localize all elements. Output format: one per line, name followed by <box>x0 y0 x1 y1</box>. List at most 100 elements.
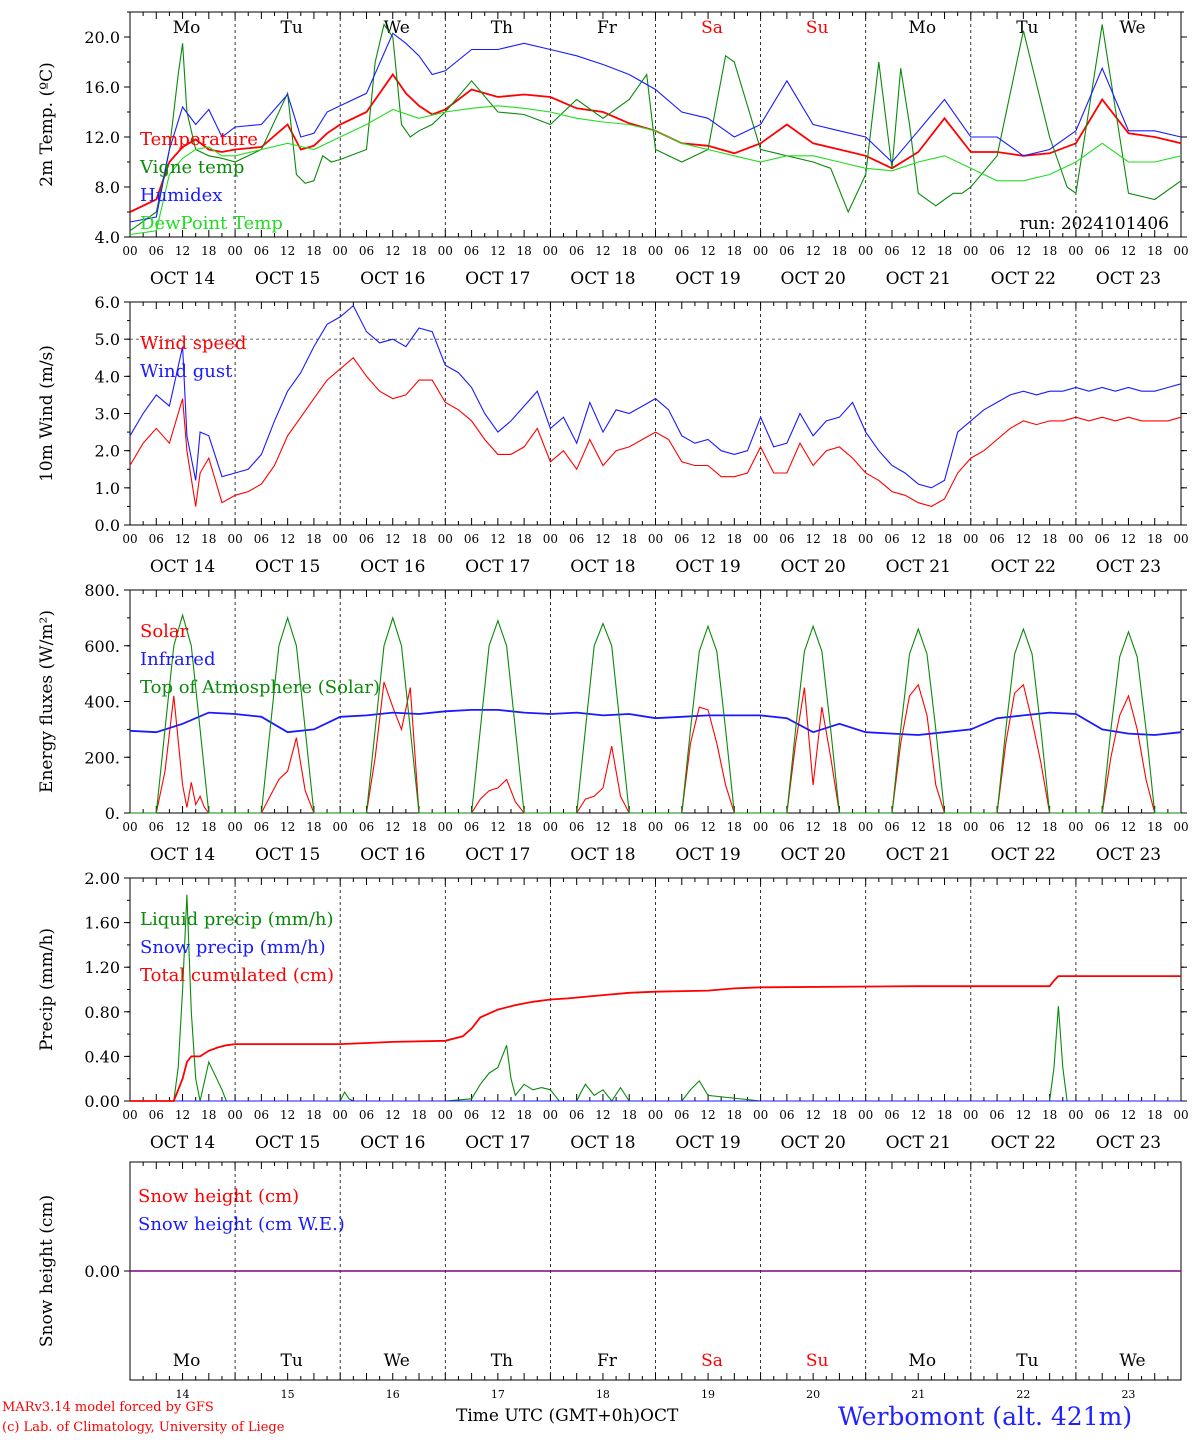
hour-tick-label: 18 <box>411 820 426 834</box>
y-tick-label: 5.0 <box>95 330 120 349</box>
hour-tick-label: 00 <box>227 532 242 546</box>
hour-tick-label: 00 <box>543 820 558 834</box>
series-line-wind-gust <box>129 304 1182 489</box>
y-tick-label: 2.00 <box>84 869 120 888</box>
y-tick-label: 0.00 <box>84 1092 120 1111</box>
date-label: OCT 20 <box>780 269 845 289</box>
hour-tick-label: 06 <box>569 820 584 834</box>
date-label: OCT 22 <box>991 1133 1056 1153</box>
date-label: OCT 17 <box>465 845 530 865</box>
legend-entry: DewPoint Temp <box>140 213 283 234</box>
hour-tick-label: 18 <box>832 1108 847 1122</box>
hour-tick-label: 00 <box>333 532 348 546</box>
weekday-label: Tu <box>281 1351 303 1371</box>
hour-tick-label: 06 <box>254 244 269 258</box>
hour-tick-label: 18 <box>201 1108 216 1122</box>
legend-entry: Snow height (cm) <box>138 1186 299 1207</box>
date-label: OCT 16 <box>360 1133 425 1153</box>
hour-tick-label: 06 <box>674 1108 689 1122</box>
date-label: OCT 20 <box>780 845 845 865</box>
legend-entry: Temperature <box>140 129 258 150</box>
date-label: OCT 15 <box>255 269 320 289</box>
series-line-wind-speed <box>129 356 1182 507</box>
date-label: OCT 19 <box>675 1133 740 1153</box>
y-tick-label: 600. <box>84 637 120 656</box>
y-tick-label: 16.0 <box>84 78 120 97</box>
hour-tick-label: 12 <box>280 1108 295 1122</box>
hour-tick-label: 18 <box>622 1108 637 1122</box>
y-tick-label: 1.20 <box>84 958 120 977</box>
hour-tick-label: 00 <box>858 1108 873 1122</box>
date-label: OCT 16 <box>360 845 425 865</box>
weekday-label: Mo <box>908 18 936 38</box>
hour-tick-label: 06 <box>149 244 164 258</box>
y-tick-label: 0.00 <box>84 1262 120 1281</box>
y-tick-label: 1.0 <box>95 479 120 498</box>
station-name: Werbomont (alt. 421m) <box>838 1402 1133 1431</box>
hour-tick-label: 12 <box>1016 532 1031 546</box>
hour-tick-label: 18 <box>1042 1108 1057 1122</box>
hour-tick-label: 06 <box>569 1108 584 1122</box>
legend-entry: Wind speed <box>140 333 246 354</box>
legend-entry: Infrared <box>140 649 215 670</box>
hour-tick-label: 18 <box>516 244 531 258</box>
hour-tick-label: 18 <box>516 820 531 834</box>
hour-tick-label: 06 <box>884 820 899 834</box>
hour-tick-label: 12 <box>595 532 610 546</box>
hour-tick-label: 12 <box>806 532 821 546</box>
date-label: OCT 21 <box>886 269 951 289</box>
hour-tick-label: 12 <box>1121 532 1136 546</box>
weekday-label: We <box>1119 18 1145 38</box>
y-tick-label: 2.0 <box>95 442 120 461</box>
hour-tick-label: 00 <box>648 1108 663 1122</box>
date-label: OCT 23 <box>1096 269 1161 289</box>
hour-tick-label: 06 <box>884 532 899 546</box>
weekday-label: Tu <box>281 18 303 38</box>
hour-tick-label: 18 <box>622 532 637 546</box>
weekday-label: Fr <box>597 18 618 38</box>
day-number-label: 14 <box>176 1388 190 1401</box>
weekday-label: We <box>384 18 410 38</box>
time-axis-caption: Time UTC (GMT+0h)OCT <box>456 1406 678 1426</box>
hour-tick-label: 18 <box>1042 244 1057 258</box>
hour-tick-label: 12 <box>385 820 400 834</box>
hour-tick-label: 06 <box>254 1108 269 1122</box>
hour-tick-label: 18 <box>1042 820 1057 834</box>
date-label: OCT 23 <box>1096 557 1161 577</box>
hour-tick-label: 06 <box>1095 1108 1110 1122</box>
hour-tick-label: 18 <box>727 532 742 546</box>
y-tick-label: 4.0 <box>95 367 120 386</box>
y-tick-label: 0.80 <box>84 1003 120 1022</box>
hour-tick-label: 06 <box>674 244 689 258</box>
series-line-dewpoint-temp <box>129 105 1182 236</box>
hour-tick-label: 00 <box>1173 1108 1188 1122</box>
hour-tick-label: 12 <box>175 1108 190 1122</box>
model-credit: MARv3.14 model forced by GFS <box>2 1400 214 1415</box>
weekday-label: Su <box>806 1351 829 1371</box>
hour-tick-label: 00 <box>1173 244 1188 258</box>
hour-tick-label: 00 <box>1068 532 1083 546</box>
hour-tick-label: 00 <box>858 244 873 258</box>
hour-tick-label: 12 <box>1121 820 1136 834</box>
hour-tick-label: 06 <box>569 244 584 258</box>
date-label: OCT 17 <box>465 269 530 289</box>
hour-tick-label: 18 <box>201 820 216 834</box>
day-number-label: 19 <box>701 1388 715 1401</box>
hour-tick-label: 06 <box>989 820 1004 834</box>
hour-tick-label: 12 <box>490 532 505 546</box>
hour-tick-label: 12 <box>806 244 821 258</box>
hour-tick-label: 00 <box>963 244 978 258</box>
weekday-label: Mo <box>173 1351 201 1371</box>
date-label: OCT 23 <box>1096 845 1161 865</box>
hour-tick-label: 12 <box>490 1108 505 1122</box>
hour-tick-label: 00 <box>543 532 558 546</box>
date-label: OCT 14 <box>150 557 215 577</box>
weekday-label: We <box>384 1351 410 1371</box>
hour-tick-label: 06 <box>464 820 479 834</box>
hour-tick-label: 06 <box>884 1108 899 1122</box>
hour-tick-label: 00 <box>543 1108 558 1122</box>
date-label: OCT 15 <box>255 1133 320 1153</box>
weekday-label: Sa <box>701 1351 723 1371</box>
hour-tick-label: 12 <box>1016 820 1031 834</box>
